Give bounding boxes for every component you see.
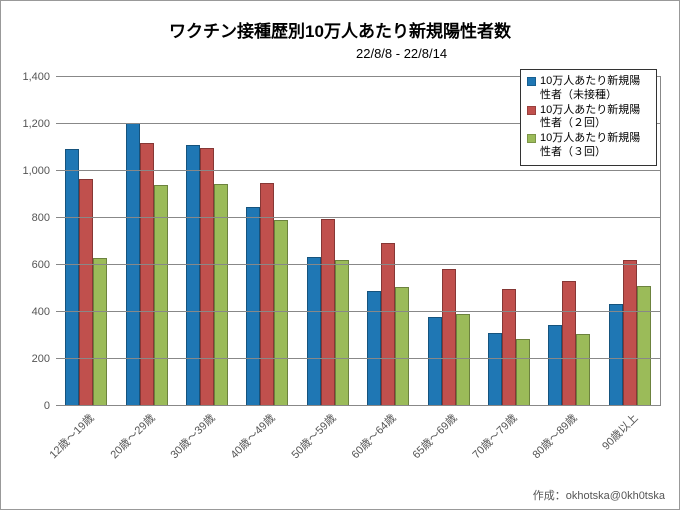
legend-label: 10万人あたり新規陽性者（３回） bbox=[540, 132, 650, 160]
bar bbox=[154, 185, 168, 406]
grid-line: 1,000 bbox=[56, 170, 660, 171]
bar-group: 30歳～39歳 bbox=[177, 77, 237, 406]
x-axis-label: 65歳～69歳 bbox=[408, 410, 460, 462]
bar bbox=[321, 219, 335, 406]
grid-line: 800 bbox=[56, 217, 660, 218]
bar bbox=[274, 220, 288, 406]
bar-group: 50歳～59歳 bbox=[298, 77, 358, 406]
bar bbox=[186, 145, 200, 406]
legend-item: 10万人あたり新規陽性者（未接種） bbox=[527, 75, 650, 103]
bar-group: 65歳～69歳 bbox=[418, 77, 478, 406]
bar bbox=[307, 257, 321, 406]
bar bbox=[79, 179, 93, 406]
bar bbox=[335, 260, 349, 406]
bar bbox=[381, 243, 395, 406]
grid-line: 600 bbox=[56, 264, 660, 265]
legend-swatch bbox=[527, 77, 536, 86]
legend: 10万人あたり新規陽性者（未接種）10万人あたり新規陽性者（２回）10万人あたり… bbox=[520, 69, 657, 166]
x-axis-label: 40歳～49歳 bbox=[227, 410, 279, 462]
legend-item: 10万人あたり新規陽性者（２回） bbox=[527, 104, 650, 132]
y-axis-label: 1,000 bbox=[22, 165, 56, 177]
bar bbox=[609, 304, 623, 406]
bar bbox=[562, 281, 576, 406]
x-axis-label: 50歳～59歳 bbox=[287, 410, 339, 462]
bar bbox=[548, 325, 562, 406]
bar bbox=[623, 260, 637, 406]
bar bbox=[367, 291, 381, 406]
chart-subtitle: 22/8/8 - 22/8/14 bbox=[356, 46, 447, 61]
bar bbox=[200, 148, 214, 407]
grid-line: 200 bbox=[56, 358, 660, 359]
y-axis-label: 0 bbox=[44, 400, 56, 412]
x-axis-label: 80歳～89歳 bbox=[529, 410, 581, 462]
x-axis-label: 60歳～64歳 bbox=[348, 410, 400, 462]
bar bbox=[93, 258, 107, 406]
chart-container: ワクチン接種歴別10万人あたり新規陽性者数 22/8/8 - 22/8/14 1… bbox=[0, 0, 680, 510]
credit-text: 作成：okhotska@0kh0tska bbox=[533, 487, 665, 503]
bar bbox=[442, 269, 456, 406]
y-axis-label: 800 bbox=[32, 212, 56, 224]
bar bbox=[140, 143, 154, 406]
bar bbox=[395, 287, 409, 406]
bar bbox=[576, 334, 590, 406]
y-axis-label: 400 bbox=[32, 306, 56, 318]
legend-swatch bbox=[527, 106, 536, 115]
x-axis-label: 90歳以上 bbox=[598, 410, 641, 453]
x-axis-label: 30歳～39歳 bbox=[166, 410, 218, 462]
grid-line: 0 bbox=[56, 405, 660, 406]
y-axis-label: 1,400 bbox=[22, 71, 56, 83]
x-axis-label: 70歳～79歳 bbox=[468, 410, 520, 462]
bar bbox=[65, 149, 79, 406]
legend-item: 10万人あたり新規陽性者（３回） bbox=[527, 132, 650, 160]
grid-line: 400 bbox=[56, 311, 660, 312]
y-axis-label: 200 bbox=[32, 353, 56, 365]
bar bbox=[488, 333, 502, 406]
legend-swatch bbox=[527, 134, 536, 143]
bar-group: 60歳～64歳 bbox=[358, 77, 418, 406]
bar bbox=[456, 314, 470, 406]
bar-group: 12歳～19歳 bbox=[56, 77, 116, 406]
x-axis-label: 20歳～29歳 bbox=[106, 410, 158, 462]
bar bbox=[516, 339, 530, 406]
bar bbox=[428, 317, 442, 406]
y-axis-label: 600 bbox=[32, 259, 56, 271]
bar bbox=[502, 289, 516, 407]
legend-label: 10万人あたり新規陽性者（未接種） bbox=[540, 75, 650, 103]
bar-group: 40歳～49歳 bbox=[237, 77, 297, 406]
chart-title: ワクチン接種歴別10万人あたり新規陽性者数 bbox=[1, 17, 679, 42]
y-axis-label: 1,200 bbox=[22, 118, 56, 130]
legend-label: 10万人あたり新規陽性者（２回） bbox=[540, 104, 650, 132]
x-axis-label: 12歳～19歳 bbox=[46, 410, 98, 462]
bar bbox=[246, 207, 260, 406]
bar bbox=[637, 286, 651, 406]
bar-group: 20歳～29歳 bbox=[116, 77, 176, 406]
